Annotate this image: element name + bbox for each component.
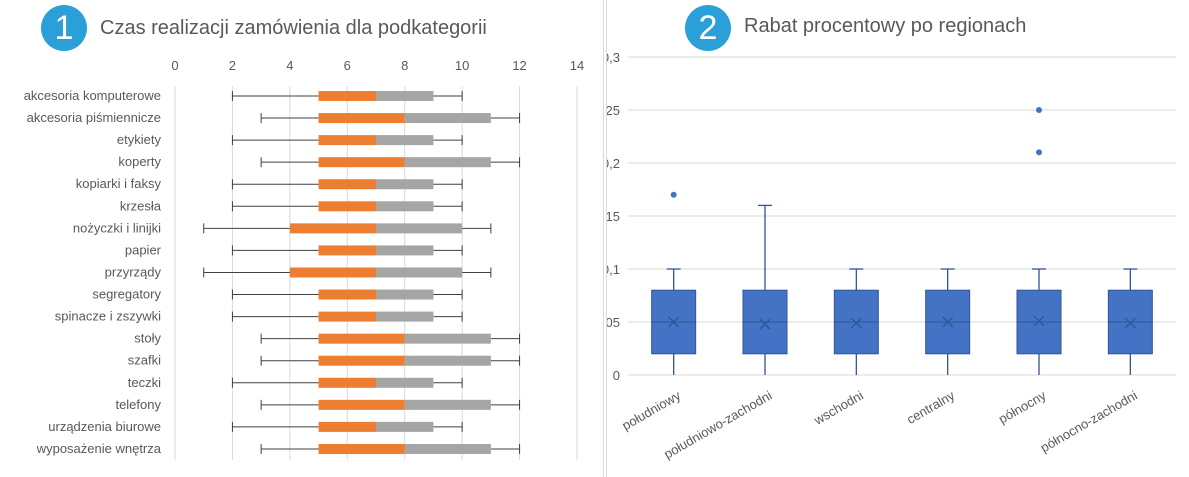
category-label: kopiarki i faksy bbox=[76, 176, 162, 191]
category-label: południowy bbox=[619, 387, 683, 433]
category-label: szafki bbox=[128, 353, 161, 368]
category-label: koperty bbox=[118, 154, 161, 169]
chart-title: Rabat procentowy po regionach bbox=[744, 15, 1027, 37]
x-tick-label: 14 bbox=[570, 58, 584, 73]
category-label: wyposażenie wnętrza bbox=[36, 441, 162, 456]
y-tick-label: 0,05 bbox=[607, 315, 620, 330]
x-tick-label: 4 bbox=[286, 58, 293, 73]
box-upper-median-q3 bbox=[376, 267, 463, 278]
x-tick-label: 2 bbox=[229, 58, 236, 73]
mean-marker bbox=[942, 316, 954, 328]
box-lower-q1-median bbox=[318, 443, 405, 454]
box-lower-q1-median bbox=[318, 333, 405, 344]
x-tick-label: 0 bbox=[171, 58, 178, 73]
y-tick-label: 0,25 bbox=[607, 103, 620, 118]
box-lower-q1-median bbox=[318, 289, 376, 300]
category-label: akcesoria piśmiennicze bbox=[27, 110, 161, 125]
box-lower-q1-median bbox=[289, 267, 376, 278]
category-label: etykiety bbox=[117, 132, 162, 147]
chart-title: Czas realizacji zamówienia dla podkatego… bbox=[100, 17, 487, 39]
box-upper-median-q3 bbox=[404, 333, 491, 344]
boxplot-chart-1: 0 2 4 6 8 10 12 14 akcesoria komputerowe akcesori… bbox=[24, 58, 584, 460]
box-upper-median-q3 bbox=[376, 289, 434, 300]
box-lower-q1-median bbox=[318, 91, 376, 101]
outlier-point bbox=[1036, 107, 1042, 113]
box-lower-q1-median bbox=[318, 377, 376, 388]
box-lower-q1-median bbox=[318, 355, 405, 366]
y-tick-label: 0 bbox=[613, 368, 620, 383]
y-tick-label: 0,3 bbox=[607, 50, 620, 65]
x-tick-label: 12 bbox=[512, 58, 526, 73]
box-upper-median-q3 bbox=[376, 311, 434, 322]
category-label: spinacze i zszywki bbox=[55, 309, 161, 324]
box-lower-q1-median bbox=[318, 399, 405, 410]
box-lower-q1-median bbox=[318, 135, 376, 146]
boxplot-chart-2: 00,050,10,150,20,250,3południowypołudnio… bbox=[607, 50, 1176, 462]
outlier-point bbox=[1036, 149, 1042, 156]
y-tick-label: 0,1 bbox=[607, 262, 620, 277]
category-label: urządzenia biurowe bbox=[48, 419, 161, 434]
chart-panel-region-discount: 2 Rabat procentowy po regionach 0 0,05 0,1… bbox=[606, 0, 1189, 477]
chart-number-badge: 1 bbox=[41, 5, 87, 51]
category-label: segregatory bbox=[92, 287, 161, 302]
category-label: akcesoria komputerowe bbox=[24, 88, 161, 103]
box-upper-median-q3 bbox=[376, 135, 434, 146]
category-label: nożyczki i linijki bbox=[73, 220, 161, 235]
mean-marker bbox=[759, 318, 771, 330]
box-lower-q1-median bbox=[318, 201, 376, 212]
category-label: północno-zachodni bbox=[1038, 388, 1140, 456]
outlier-point bbox=[670, 191, 677, 198]
box-upper-median-q3 bbox=[376, 91, 434, 101]
x-tick-label: 10 bbox=[455, 58, 469, 73]
box-upper-median-q3 bbox=[376, 223, 463, 234]
chart-number-badge: 2 bbox=[685, 5, 731, 51]
category-label: papier bbox=[125, 242, 162, 257]
category-label: centralny bbox=[904, 387, 958, 427]
mean-marker bbox=[1124, 317, 1136, 329]
mean-marker bbox=[668, 316, 680, 328]
box-lower-q1-median bbox=[289, 223, 376, 234]
y-tick-label: 0,2 bbox=[607, 156, 620, 171]
y-tick-label: 0,15 bbox=[607, 209, 620, 224]
box-upper-median-q3 bbox=[404, 399, 491, 410]
mean-marker bbox=[850, 317, 862, 329]
category-label: telefony bbox=[115, 397, 161, 412]
category-label: krzesła bbox=[120, 198, 162, 213]
box-upper-median-q3 bbox=[376, 245, 434, 256]
box-lower-q1-median bbox=[318, 113, 405, 124]
x-tick-label: 8 bbox=[401, 58, 408, 73]
box-lower-q1-median bbox=[318, 311, 376, 322]
box-lower-q1-median bbox=[318, 421, 376, 432]
box-upper-median-q3 bbox=[376, 179, 434, 190]
box-upper-median-q3 bbox=[376, 377, 434, 388]
box-upper-median-q3 bbox=[404, 443, 491, 454]
category-label: stoły bbox=[134, 331, 161, 346]
category-label: teczki bbox=[128, 375, 161, 390]
category-label: przyrządy bbox=[105, 264, 162, 279]
x-tick-label: 6 bbox=[344, 58, 351, 73]
box-lower-q1-median bbox=[318, 245, 376, 256]
box-upper-median-q3 bbox=[376, 421, 434, 432]
box-upper-median-q3 bbox=[404, 113, 491, 124]
box-lower-q1-median bbox=[318, 157, 405, 168]
box-upper-median-q3 bbox=[404, 157, 491, 168]
category-label: wschodni bbox=[811, 388, 866, 429]
mean-marker bbox=[1033, 315, 1045, 327]
category-label: północny bbox=[996, 387, 1049, 426]
chart-panel-subcategory-time: 1 Czas realizacji zamówienia dla podkate… bbox=[23, 0, 604, 477]
box-upper-median-q3 bbox=[404, 355, 491, 366]
box-lower-q1-median bbox=[318, 179, 376, 190]
box-upper-median-q3 bbox=[376, 201, 434, 212]
